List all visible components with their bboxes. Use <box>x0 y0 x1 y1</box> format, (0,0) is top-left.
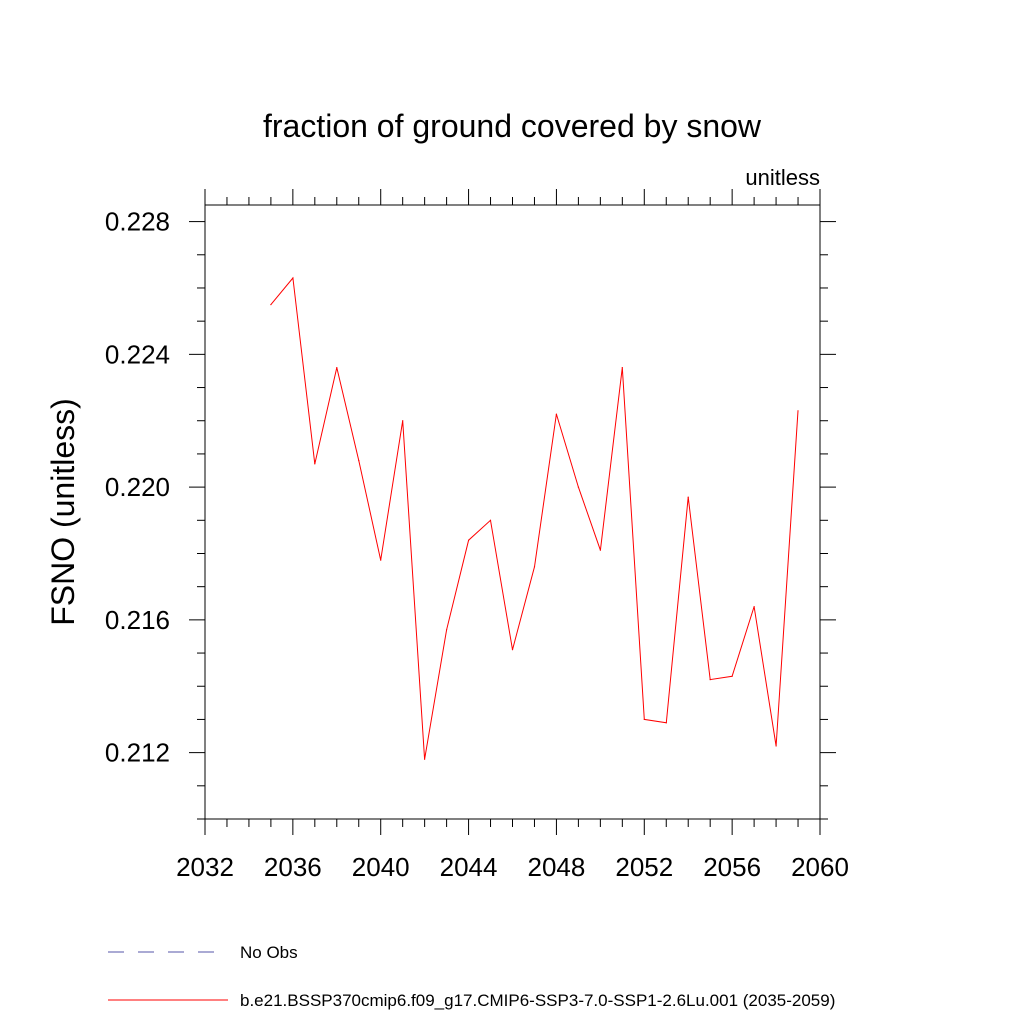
data-point <box>468 539 470 541</box>
chart-title: fraction of ground covered by snow <box>263 108 762 144</box>
data-point <box>533 566 536 568</box>
data-point <box>731 675 733 677</box>
data-point <box>380 559 382 561</box>
data-point <box>665 722 667 724</box>
data-point <box>709 679 711 681</box>
x-tick-label: 2040 <box>352 852 410 882</box>
x-tick-label: 2048 <box>528 852 586 882</box>
data-point <box>270 304 272 306</box>
data-point <box>489 519 492 521</box>
x-tick-label: 2032 <box>176 852 234 882</box>
data-point <box>446 629 448 631</box>
legend: No Obs b.e21.BSSP370cmip6.f09_g17.CMIP6-S… <box>108 943 835 1010</box>
y-tick-label: 0.216 <box>105 605 170 635</box>
y-axis-ticks: 0.212 0.216 0.220 0.224 0.228 <box>105 207 836 820</box>
data-point <box>424 758 426 760</box>
data-point <box>753 606 755 608</box>
series-line <box>270 276 799 760</box>
y-tick-label: 0.224 <box>105 339 170 369</box>
data-point <box>292 277 294 279</box>
data-point <box>643 718 645 721</box>
x-tick-label: 2044 <box>440 852 498 882</box>
data-point <box>358 460 360 462</box>
y-axis-label: FSNO (unitless) <box>45 398 81 626</box>
data-point <box>621 367 623 369</box>
x-tick-label: 2052 <box>615 852 673 882</box>
data-point <box>687 496 689 498</box>
y-tick-label: 0.212 <box>105 738 170 768</box>
series-group <box>270 276 799 760</box>
x-tick-label: 2036 <box>264 852 322 882</box>
series-points <box>270 277 799 760</box>
data-point <box>555 413 558 415</box>
data-point <box>511 649 514 651</box>
x-tick-label: 2056 <box>703 852 761 882</box>
data-point <box>577 486 580 488</box>
data-point <box>336 367 338 369</box>
x-tick-label: 2060 <box>791 852 849 882</box>
units-label: unitless <box>745 165 820 190</box>
data-point <box>599 549 602 551</box>
y-tick-label: 0.228 <box>105 207 170 237</box>
x-axis-ticks: 2032 2036 2040 2044 2048 2052 2056 2060 <box>176 189 849 882</box>
data-point <box>402 420 404 422</box>
legend-label: b.e21.BSSP370cmip6.f09_g17.CMIP6-SSP3-7.… <box>240 991 835 1010</box>
y-tick-label: 0.220 <box>105 472 170 502</box>
data-point <box>314 463 316 465</box>
data-point <box>775 745 777 747</box>
legend-label: No Obs <box>240 943 298 962</box>
data-point <box>797 410 799 412</box>
plot-frame <box>204 204 821 820</box>
